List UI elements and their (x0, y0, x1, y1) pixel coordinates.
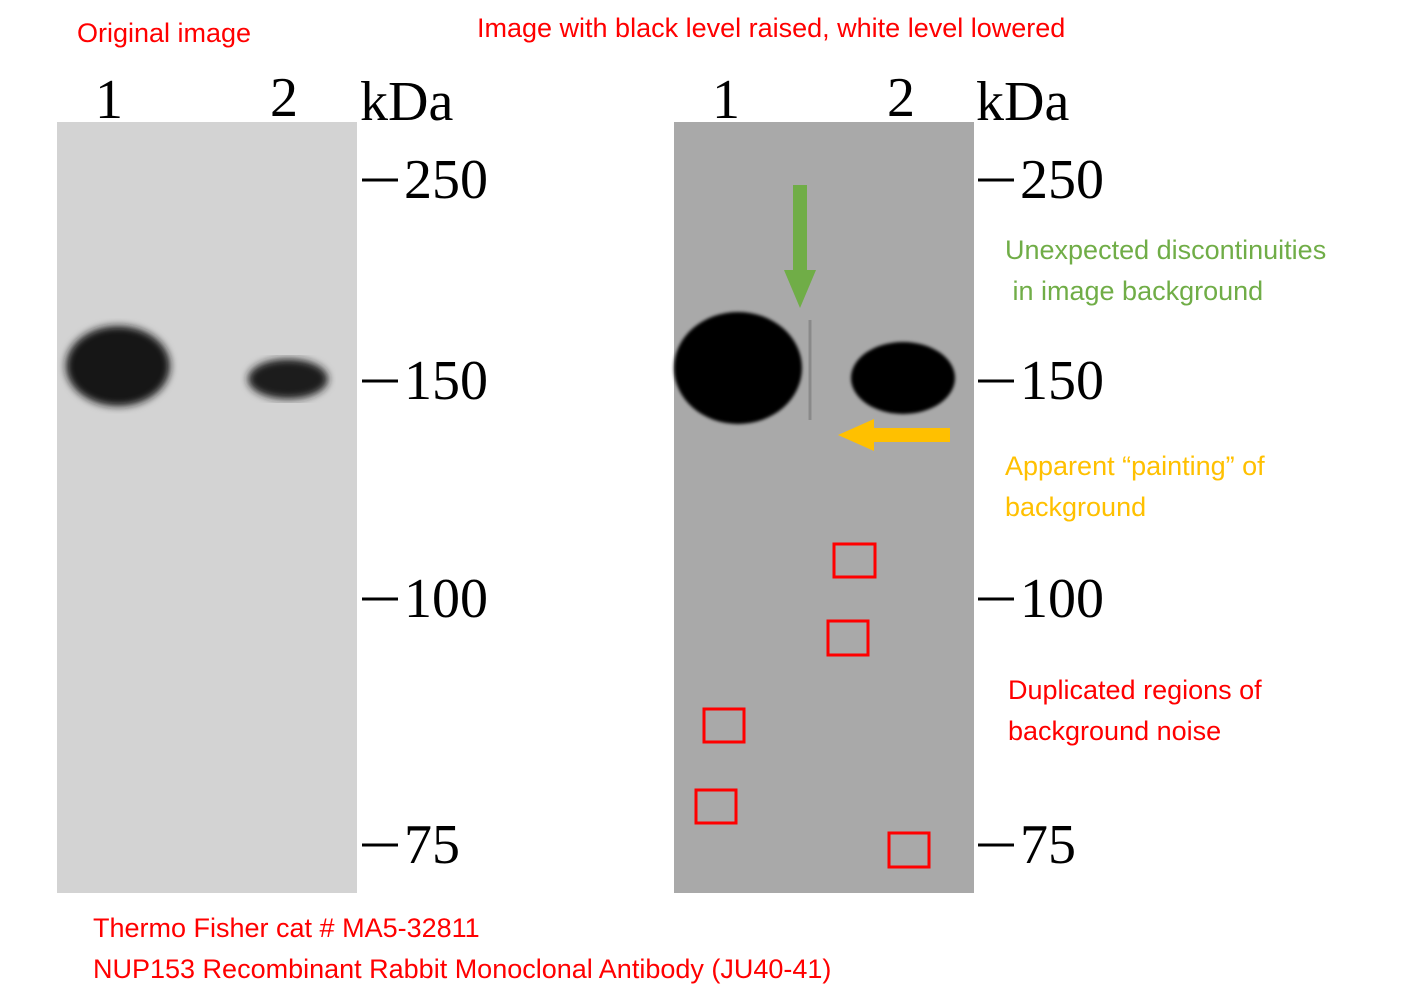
band (66, 326, 170, 406)
marker-label: 150 (1020, 350, 1104, 412)
panel-title: Image with black level raised, white lev… (477, 13, 1065, 43)
footer-line: NUP153 Recombinant Rabbit Monoclonal Ant… (93, 954, 831, 984)
annotation: Apparent “painting” of (1005, 451, 1265, 481)
duplicate-box (694, 788, 738, 825)
footer-line: Thermo Fisher cat # MA5-32811 (93, 913, 480, 943)
blot-adjusted (674, 122, 974, 893)
marker-label: 250 (1020, 149, 1104, 211)
lane-label: 2 (270, 67, 298, 129)
unit-label: kDa (360, 71, 453, 133)
annotation: background noise (1008, 716, 1221, 746)
annotation: in image background (1005, 276, 1263, 306)
marker-dashes (362, 178, 1014, 847)
marker-label: 75 (1020, 814, 1076, 876)
duplicate-box (702, 707, 746, 744)
lane-label: 2 (887, 67, 915, 129)
band (674, 312, 802, 424)
duplicate-box (832, 542, 877, 579)
blot-original (57, 122, 357, 893)
annotation: background (1005, 492, 1146, 522)
marker-label: 75 (404, 814, 460, 876)
band (248, 359, 328, 399)
band (851, 342, 955, 414)
marker-label: 100 (1020, 568, 1104, 630)
green-arrow (784, 185, 816, 308)
duplicate-box (887, 831, 931, 869)
marker-label: 250 (404, 149, 488, 211)
panel-title: Original image (77, 18, 251, 48)
duplicate-box (826, 619, 870, 657)
lane-label: 1 (95, 69, 123, 131)
annotation: Unexpected discontinuities (1005, 235, 1326, 265)
marker-label: 150 (404, 350, 488, 412)
annotation: Duplicated regions of (1008, 675, 1262, 705)
marker-label: 100 (404, 568, 488, 630)
orange-arrow (838, 419, 950, 451)
unit-label: kDa (976, 71, 1069, 133)
lane-label: 1 (712, 69, 740, 131)
